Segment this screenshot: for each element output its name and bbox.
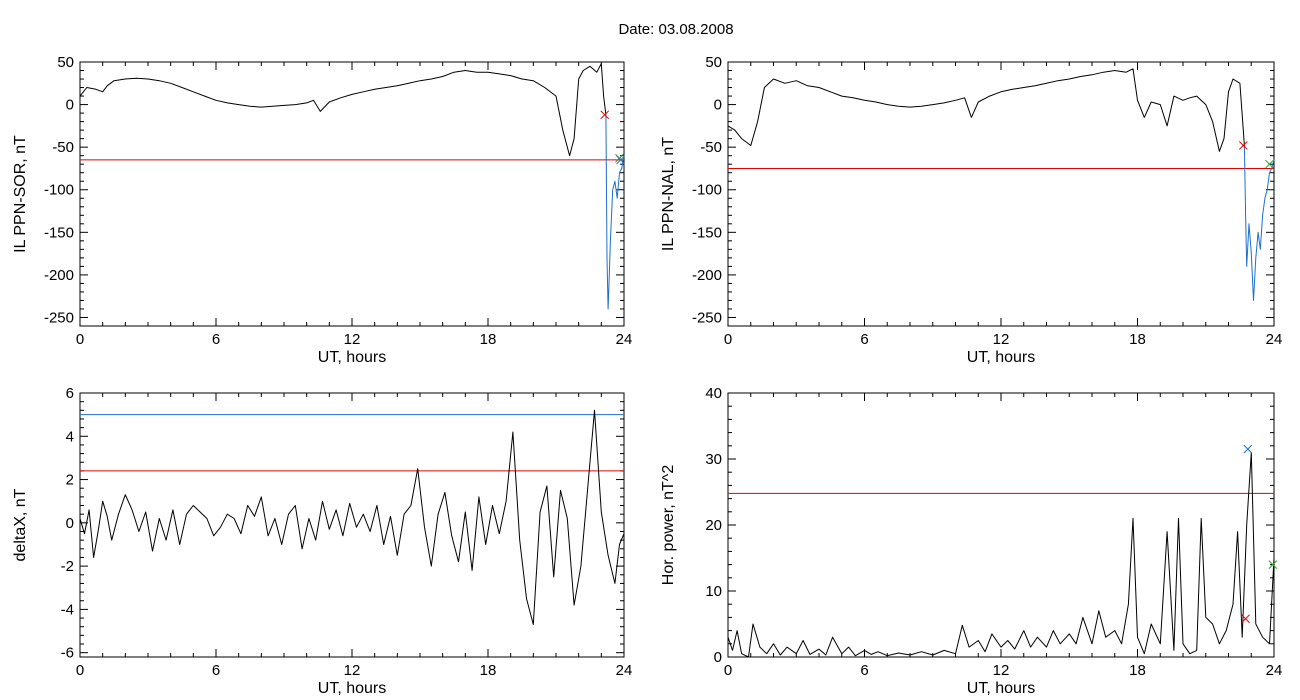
x-marker <box>616 155 625 165</box>
x-marker <box>1268 560 1278 569</box>
series-line-0 <box>727 68 1245 152</box>
x-axis-label: UT, hours <box>318 680 386 697</box>
y-tick-label: -200 <box>692 267 722 284</box>
x-tick-label: 24 <box>1266 662 1283 679</box>
y-tick-label: 4 <box>66 428 74 445</box>
x-tick-label: 12 <box>993 331 1010 348</box>
x-marker <box>1265 159 1274 169</box>
y-tick-label: 0 <box>714 97 722 114</box>
series-line-0 <box>79 63 607 157</box>
y-tick-label: -50 <box>700 139 722 156</box>
x-tick-label: 18 <box>480 331 497 348</box>
chart-p3: 0 6 12 18 24 6 4 2 0 -2 -4 -6 UT, hours deltaX, nT <box>12 385 632 697</box>
x-tick-label: 0 <box>724 331 732 348</box>
y-tick-label: -6 <box>61 645 74 662</box>
y-tick-label: 40 <box>705 385 722 402</box>
y-tick-label: 10 <box>705 583 722 600</box>
x-tick-label: 0 <box>76 331 84 348</box>
y-tick-label: 30 <box>705 451 722 468</box>
x-marker <box>1241 614 1250 624</box>
x-tick-label: 12 <box>993 662 1010 679</box>
y-tick-label: 0 <box>66 97 74 114</box>
series-line-1 <box>605 114 625 310</box>
x-tick-label: 6 <box>212 662 220 679</box>
y-axis-label: IL PPN-SOR, nT <box>12 135 29 253</box>
x-marker <box>600 110 610 120</box>
x-axis-label: UT, hours <box>967 680 1035 697</box>
x-tick-label: 12 <box>344 331 361 348</box>
series-line-0 <box>727 451 1275 658</box>
plot-frame <box>727 392 1275 658</box>
y-tick-label: -250 <box>692 309 722 326</box>
x-tick-label: 24 <box>616 662 633 679</box>
x-tick-label: 6 <box>860 331 868 348</box>
x-tick-label: 24 <box>1266 331 1283 348</box>
x-marker <box>1243 444 1253 454</box>
y-tick-label: -100 <box>44 182 74 199</box>
chart-p1: 0 6 12 18 24 50 0 -50 -100 -150 -200 -250 UT, hours I… <box>12 54 632 366</box>
y-tick-label: -250 <box>44 309 74 326</box>
y-tick-label: -4 <box>61 601 74 618</box>
figure-title: Date: 03.08.2008 <box>618 21 733 38</box>
series-line-1 <box>1243 145 1275 301</box>
x-marker <box>1238 141 1248 150</box>
y-tick-label: 0 <box>66 515 74 532</box>
y-tick-label: -100 <box>692 182 722 199</box>
x-axis-label: UT, hours <box>318 349 386 366</box>
x-tick-label: 18 <box>480 662 497 679</box>
chart-p4: 0 6 12 18 24 40 30 20 10 0 UT, hours Hor. power, nT… <box>660 385 1282 697</box>
y-tick-label: 50 <box>57 54 74 71</box>
y-axis-label: IL PPN-NAL, nT <box>660 137 677 251</box>
y-axis-label: deltaX, nT <box>12 488 29 561</box>
x-tick-label: 0 <box>724 662 732 679</box>
series-line-0 <box>79 409 625 625</box>
plot-frame <box>79 61 625 327</box>
y-tick-label: -150 <box>44 224 74 241</box>
y-tick-label: -150 <box>692 224 722 241</box>
y-tick-label: 20 <box>705 517 722 534</box>
y-tick-label: 6 <box>66 385 74 402</box>
x-tick-label: 18 <box>1129 662 1146 679</box>
chart-p2: 0 6 12 18 24 50 0 -50 -100 -150 -200 -250 UT, hours I… <box>660 54 1282 366</box>
x-tick-label: 0 <box>76 662 84 679</box>
y-tick-label: 0 <box>714 649 722 666</box>
x-tick-label: 24 <box>616 331 633 348</box>
y-tick-label: -200 <box>44 267 74 284</box>
y-tick-label: -2 <box>61 558 74 575</box>
x-tick-label: 6 <box>212 331 220 348</box>
y-tick-label: 50 <box>705 54 722 71</box>
x-axis-label: UT, hours <box>967 349 1035 366</box>
x-tick-label: 12 <box>344 662 361 679</box>
y-tick-label: -50 <box>52 139 74 156</box>
plot-frame <box>727 61 1275 327</box>
x-tick-label: 18 <box>1129 331 1146 348</box>
y-axis-label: Hor. power, nT^2 <box>660 465 677 586</box>
x-tick-label: 6 <box>860 662 868 679</box>
y-tick-label: 2 <box>66 472 74 489</box>
